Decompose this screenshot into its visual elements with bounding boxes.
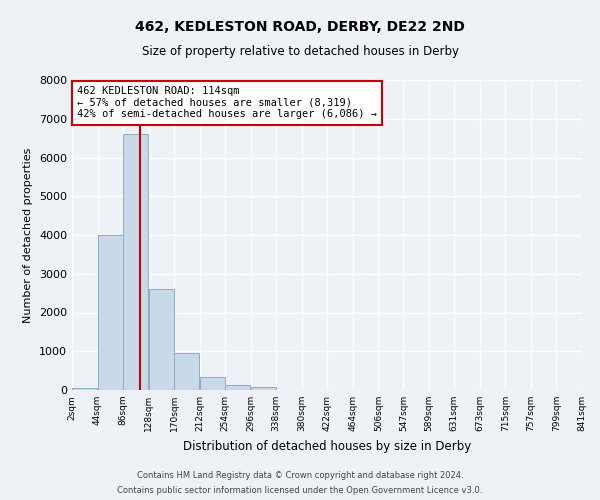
- Text: Contains public sector information licensed under the Open Government Licence v3: Contains public sector information licen…: [118, 486, 482, 495]
- X-axis label: Distribution of detached houses by size in Derby: Distribution of detached houses by size …: [183, 440, 471, 452]
- Bar: [124, 134, 148, 390]
- Text: 462 KEDLESTON ROAD: 114sqm
← 57% of detached houses are smaller (8,319)
42% of s: 462 KEDLESTON ROAD: 114sqm ← 57% of deta…: [77, 86, 377, 120]
- Text: 462, KEDLESTON ROAD, DERBY, DE22 2ND: 462, KEDLESTON ROAD, DERBY, DE22 2ND: [135, 20, 465, 34]
- Bar: [72, 388, 97, 390]
- Bar: [251, 386, 276, 390]
- Bar: [200, 378, 225, 390]
- Y-axis label: Number of detached properties: Number of detached properties: [23, 148, 34, 322]
- Text: Contains HM Land Registry data © Crown copyright and database right 2024.: Contains HM Land Registry data © Crown c…: [137, 471, 463, 480]
- Bar: [98, 235, 123, 390]
- Bar: [226, 385, 250, 390]
- Bar: [149, 289, 174, 390]
- Text: Size of property relative to detached houses in Derby: Size of property relative to detached ho…: [142, 45, 458, 58]
- Bar: [175, 353, 199, 390]
